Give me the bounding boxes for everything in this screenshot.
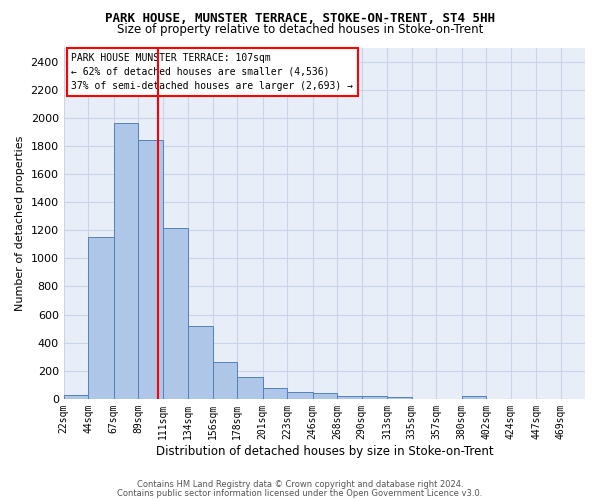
Bar	[313, 392, 337, 399]
Text: PARK HOUSE, MUNSTER TERRACE, STOKE-ON-TRENT, ST4 5HH: PARK HOUSE, MUNSTER TERRACE, STOKE-ON-TR…	[105, 12, 495, 26]
Bar	[212, 362, 237, 399]
Bar	[387, 397, 412, 399]
Bar	[337, 396, 362, 399]
X-axis label: Distribution of detached houses by size in Stoke-on-Trent: Distribution of detached houses by size …	[155, 444, 493, 458]
Bar	[163, 228, 188, 399]
Bar	[88, 237, 113, 399]
Bar	[287, 392, 313, 399]
Text: Contains public sector information licensed under the Open Government Licence v3: Contains public sector information licen…	[118, 488, 482, 498]
Text: PARK HOUSE MUNSTER TERRACE: 107sqm
← 62% of detached houses are smaller (4,536)
: PARK HOUSE MUNSTER TERRACE: 107sqm ← 62%…	[71, 53, 353, 91]
Bar	[188, 326, 212, 399]
Bar	[237, 377, 263, 399]
Bar	[138, 140, 163, 399]
Text: Contains HM Land Registry data © Crown copyright and database right 2024.: Contains HM Land Registry data © Crown c…	[137, 480, 463, 489]
Y-axis label: Number of detached properties: Number of detached properties	[15, 136, 25, 311]
Bar	[263, 388, 287, 399]
Bar	[113, 124, 138, 399]
Bar	[362, 396, 387, 399]
Bar	[461, 396, 486, 399]
Text: Size of property relative to detached houses in Stoke-on-Trent: Size of property relative to detached ho…	[117, 24, 483, 36]
Bar	[64, 394, 88, 399]
